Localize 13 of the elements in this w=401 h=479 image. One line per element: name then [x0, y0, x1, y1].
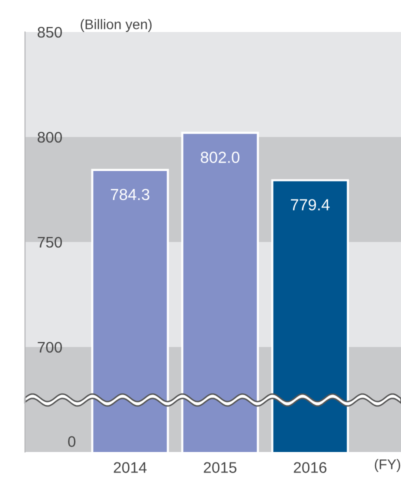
y-tick-label: 750 [38, 236, 62, 248]
x-tick-label: 2016 [294, 462, 326, 473]
data-label: 802.0 [200, 152, 240, 163]
data-label: 784.3 [110, 188, 150, 200]
y-tick-label: 850 [38, 26, 62, 38]
annotation: 0 [68, 436, 76, 447]
x-tick-label: 2015 [204, 462, 236, 473]
x-tick-label: 2014 [114, 462, 147, 473]
y-tick-label: 700 [38, 342, 62, 353]
data-label: 779.4 [290, 199, 330, 210]
x-axis-title: (FY) [374, 459, 400, 472]
y-tick-label: 800 [38, 132, 62, 143]
y-axis-title: (Billion yen) [80, 19, 152, 32]
